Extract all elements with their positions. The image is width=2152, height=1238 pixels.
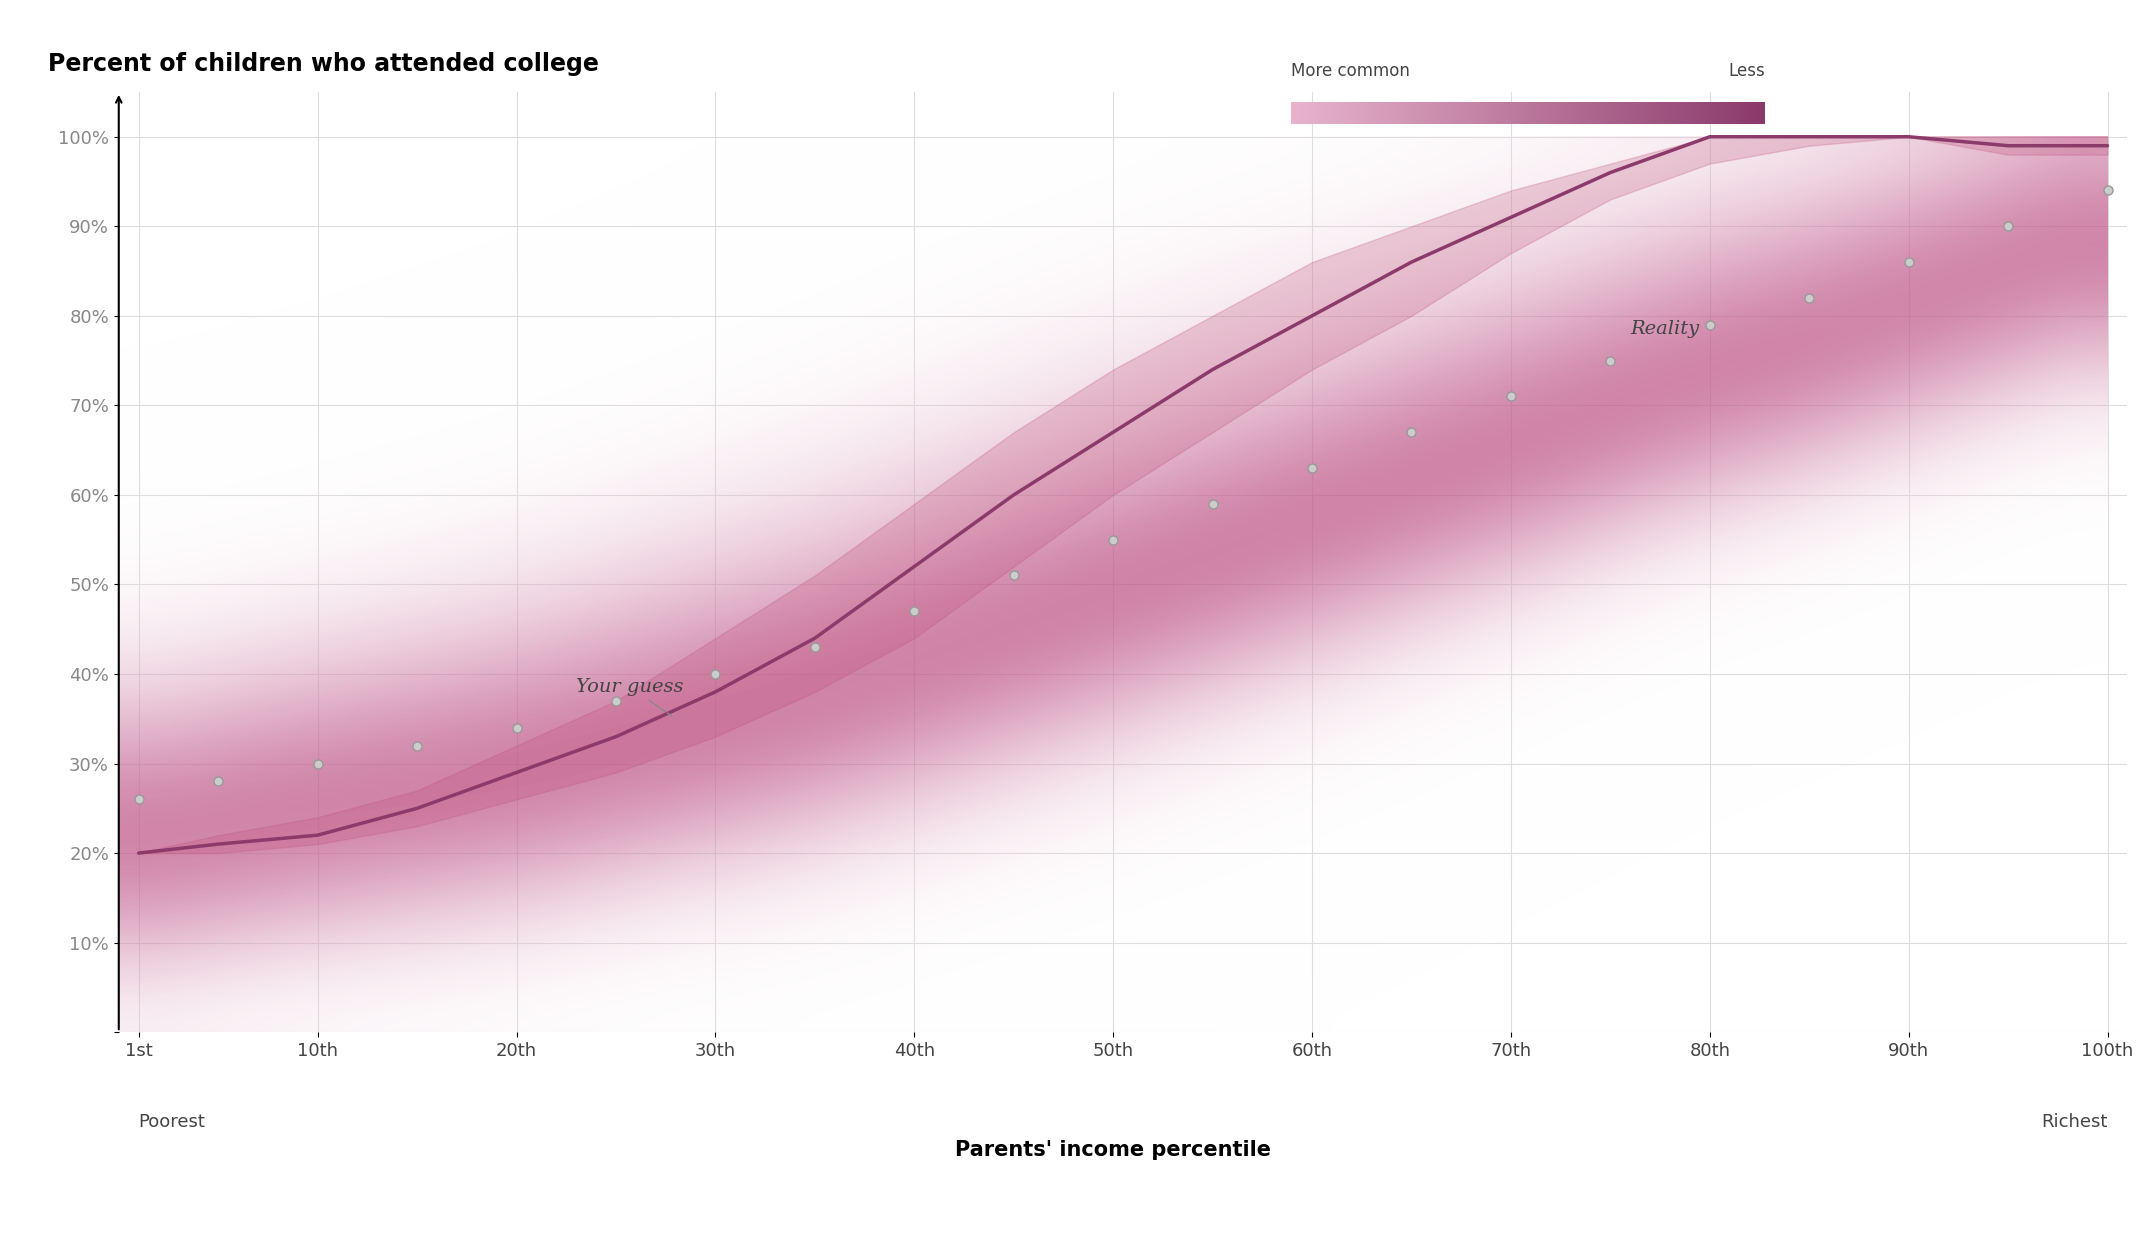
Text: Richest: Richest	[2040, 1113, 2107, 1130]
Text: Percent of children who attended college: Percent of children who attended college	[49, 52, 600, 77]
Text: More common: More common	[1291, 62, 1410, 80]
Text: Parents' income percentile: Parents' income percentile	[955, 1140, 1272, 1160]
Text: Reality: Reality	[1631, 319, 1700, 338]
Text: Your guess: Your guess	[577, 678, 684, 717]
Text: Poorest: Poorest	[138, 1113, 207, 1130]
Text: Less: Less	[1728, 62, 1765, 80]
